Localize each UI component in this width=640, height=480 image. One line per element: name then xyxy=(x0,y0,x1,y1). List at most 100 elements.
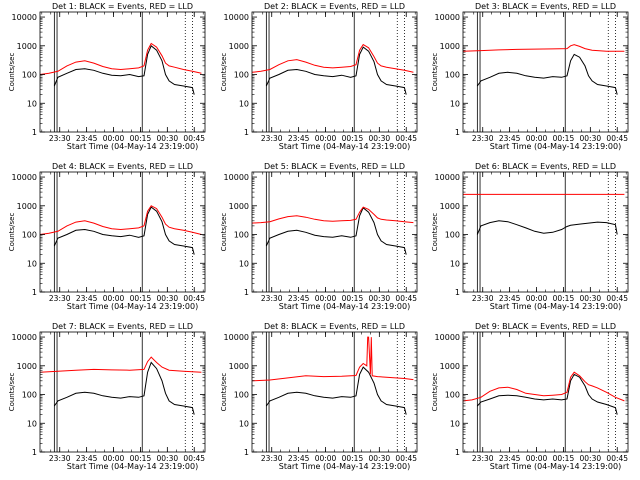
x-tick-label: 23:30 xyxy=(472,134,494,143)
x-tick-label: 00:15 xyxy=(342,294,364,303)
events-series-line xyxy=(476,220,618,235)
x-tick-label: 23:45 xyxy=(288,454,310,463)
y-tick-label: 10000 xyxy=(12,13,37,22)
panel-det-2: Det 2: BLACK = Events, RED = LLD 1 10 100 10… xyxy=(220,2,418,151)
x-tick-label: 00:00 xyxy=(103,134,125,143)
y-tick-label: 10 xyxy=(27,259,37,268)
lld-series-line xyxy=(39,42,202,75)
x-tick-label: 00:30 xyxy=(580,454,602,463)
x-tick-label: 23:45 xyxy=(499,134,521,143)
x-tick-label: 23:30 xyxy=(261,294,283,303)
y-tick-label: 1 xyxy=(455,288,460,297)
y-tick-label: 1000 xyxy=(17,202,37,211)
panel-title: Det 3: BLACK = Events, RED = LLD xyxy=(475,2,616,11)
x-tick-label: 00:45 xyxy=(183,454,205,463)
y-axis-label: Counts/sec xyxy=(431,373,439,412)
y-axis-label: Counts/sec xyxy=(8,213,16,252)
panel-title: Det 9: BLACK = Events, RED = LLD xyxy=(475,322,616,331)
x-tick-label: 00:00 xyxy=(315,454,337,463)
x-tick-label: 23:45 xyxy=(76,454,98,463)
panel-title: Det 8: BLACK = Events, RED = LLD xyxy=(264,322,405,331)
x-tick-label: 00:15 xyxy=(342,454,364,463)
panel-det-7: Det 7: BLACK = Events, RED = LLD 1 10 100 10… xyxy=(8,322,206,471)
x-tick-label: 00:30 xyxy=(157,134,179,143)
y-tick-label: 10000 xyxy=(224,13,249,22)
plot-frame xyxy=(462,11,629,133)
events-series-line xyxy=(476,53,618,95)
y-tick-label: 1 xyxy=(244,288,249,297)
panel-title: Det 5: BLACK = Events, RED = LLD xyxy=(264,162,405,171)
y-tick-label: 1 xyxy=(32,448,37,457)
x-tick-label: 00:00 xyxy=(103,454,125,463)
y-tick-label: 10 xyxy=(239,259,249,268)
plot-frame xyxy=(251,171,418,293)
y-tick-label: 1000 xyxy=(440,362,460,371)
x-tick-label: 23:30 xyxy=(49,134,71,143)
x-tick-label: 00:45 xyxy=(606,454,628,463)
lld-series-line xyxy=(251,206,414,224)
y-tick-label: 10000 xyxy=(435,13,460,22)
y-tick-label: 100 xyxy=(22,71,37,80)
y-tick-label: 1000 xyxy=(17,42,37,51)
x-tick-label: 00:45 xyxy=(395,294,417,303)
x-axis-label: Start Time (04-May-14 23:19:00) xyxy=(490,142,621,151)
x-tick-label: 00:15 xyxy=(553,454,575,463)
panel-title: Det 6: BLACK = Events, RED = LLD xyxy=(475,162,616,171)
y-tick-label: 10000 xyxy=(435,173,460,182)
y-axis-label: Counts/sec xyxy=(8,53,16,92)
panel-det-9: Det 9: BLACK = Events, RED = LLD 1 10 100 10… xyxy=(431,322,629,471)
plot-frame xyxy=(462,171,629,293)
x-tick-label: 23:45 xyxy=(499,454,521,463)
lld-series-line xyxy=(462,44,625,52)
lld-series-line xyxy=(39,356,202,373)
y-axis-label: Counts/sec xyxy=(8,373,16,412)
events-series-line xyxy=(265,366,407,415)
plot-frame xyxy=(462,331,629,453)
y-tick-label: 1 xyxy=(455,448,460,457)
y-tick-label: 1 xyxy=(32,128,37,137)
panel-det-1: Det 1: BLACK = Events, RED = LLD 1 10 100 10… xyxy=(8,2,206,151)
y-tick-label: 1000 xyxy=(229,202,249,211)
x-tick-label: 00:15 xyxy=(553,134,575,143)
y-tick-label: 100 xyxy=(22,231,37,240)
y-tick-label: 10 xyxy=(239,99,249,108)
x-tick-label: 00:00 xyxy=(526,454,548,463)
x-tick-label: 00:00 xyxy=(315,134,337,143)
x-axis-label: Start Time (04-May-14 23:19:00) xyxy=(279,302,410,311)
x-tick-label: 00:00 xyxy=(526,294,548,303)
y-tick-label: 100 xyxy=(234,71,249,80)
lld-series-line xyxy=(251,336,414,382)
y-tick-label: 100 xyxy=(445,391,460,400)
x-tick-label: 00:30 xyxy=(580,134,602,143)
events-series-line xyxy=(53,44,195,95)
y-tick-label: 1 xyxy=(32,288,37,297)
events-series-line xyxy=(53,361,195,415)
y-tick-label: 10000 xyxy=(12,333,37,342)
x-tick-label: 23:45 xyxy=(76,294,98,303)
y-tick-label: 1 xyxy=(244,448,249,457)
y-tick-label: 10000 xyxy=(224,173,249,182)
plot-frame xyxy=(39,331,206,453)
y-tick-label: 1000 xyxy=(440,202,460,211)
x-axis-label: Start Time (04-May-14 23:19:00) xyxy=(490,302,621,311)
x-axis-label: Start Time (04-May-14 23:19:00) xyxy=(279,142,410,151)
panel-title: Det 1: BLACK = Events, RED = LLD xyxy=(52,2,193,11)
x-tick-label: 00:30 xyxy=(157,294,179,303)
x-tick-label: 00:30 xyxy=(580,294,602,303)
y-tick-label: 10 xyxy=(450,259,460,268)
plot-frame xyxy=(39,171,206,293)
x-tick-label: 00:15 xyxy=(553,294,575,303)
plot-frame xyxy=(39,11,206,133)
panel-det-4: Det 4: BLACK = Events, RED = LLD 1 10 100 10… xyxy=(8,162,206,311)
panel-det-3: Det 3: BLACK = Events, RED = LLD 1 10 100 10… xyxy=(431,2,629,151)
x-tick-label: 00:45 xyxy=(606,134,628,143)
x-tick-label: 23:45 xyxy=(76,134,98,143)
x-tick-label: 23:30 xyxy=(472,294,494,303)
x-tick-label: 00:15 xyxy=(130,454,152,463)
x-axis-label: Start Time (04-May-14 23:19:00) xyxy=(67,302,198,311)
y-axis-label: Counts/sec xyxy=(220,53,228,92)
lld-series-line xyxy=(462,371,625,402)
x-tick-label: 00:45 xyxy=(183,134,205,143)
y-tick-label: 10 xyxy=(27,419,37,428)
x-tick-label: 00:30 xyxy=(369,454,391,463)
